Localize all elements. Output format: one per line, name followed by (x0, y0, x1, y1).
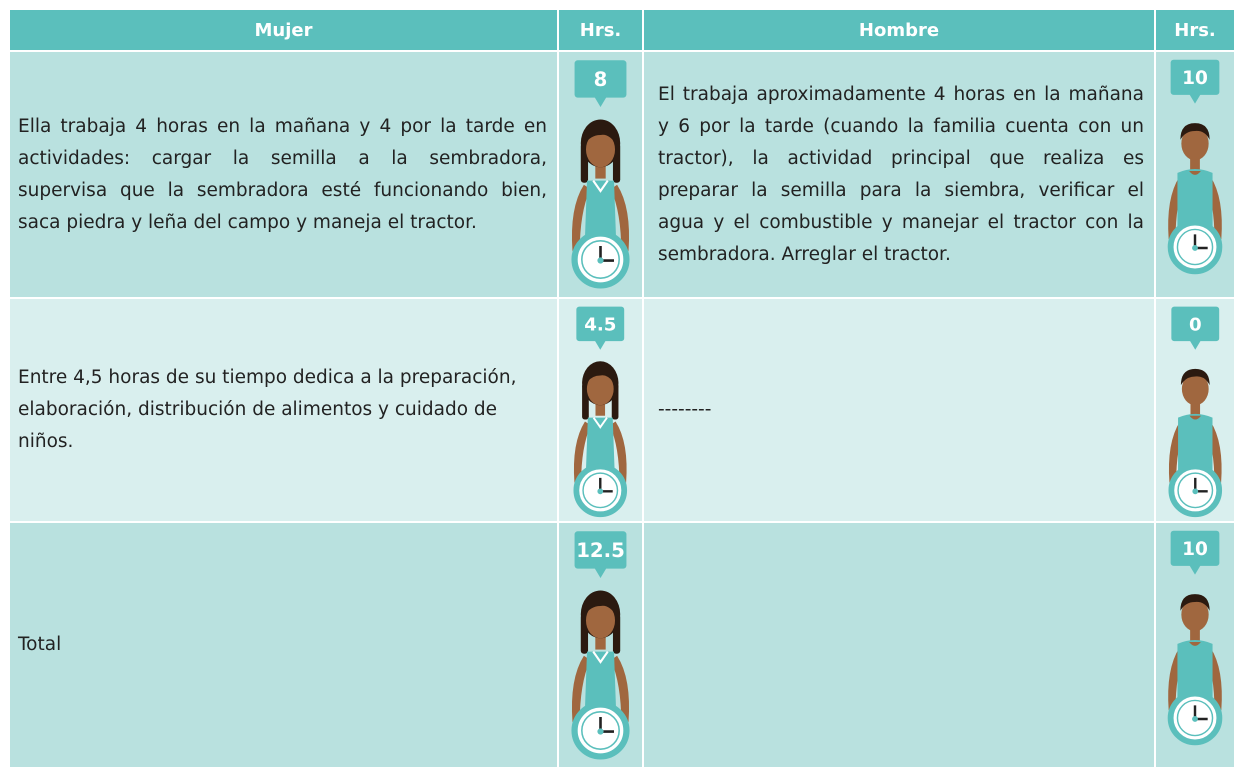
figure-part (584, 651, 617, 710)
figure-part (585, 131, 616, 168)
badge-pointer (1189, 564, 1201, 575)
hours-value: 12.5 (576, 539, 625, 562)
figure-part (597, 488, 604, 495)
header-cell: Mujer (10, 10, 557, 50)
figure-part (585, 602, 616, 639)
icon-cell: 12.5 (559, 523, 642, 767)
cell (644, 523, 1154, 767)
figure-part (1180, 123, 1210, 140)
hours-value: 0 (1189, 315, 1202, 336)
figure-part (1189, 641, 1201, 646)
figure-part (586, 417, 615, 472)
figure-part (574, 421, 591, 483)
figure-part (1192, 488, 1198, 495)
badge-pointer (594, 96, 607, 107)
figure-part (1190, 157, 1200, 171)
figure-part (584, 180, 617, 239)
figure-part (1189, 170, 1201, 175)
hours-badge (1170, 530, 1220, 566)
figure-part (571, 184, 591, 252)
icon-cell: 0 (1156, 299, 1234, 521)
woman-icon: 4.5 (573, 306, 628, 518)
hours-badge (1170, 59, 1220, 95)
cell: -------- (644, 299, 1154, 521)
icon-cell: 10 (1156, 52, 1234, 297)
cell-text: -------- (658, 399, 712, 420)
figure-part (597, 728, 604, 735)
figure-part (581, 240, 620, 279)
figure-part (1176, 699, 1214, 737)
icon-cell: 10 (1156, 523, 1234, 767)
badge-pointer (1189, 340, 1201, 350)
header-cell: Hrs. (559, 10, 642, 50)
figure-part (1181, 127, 1209, 161)
figure-part (1192, 716, 1198, 722)
figure-part (581, 711, 620, 750)
cell: Ella trabaja 4 horas en la mañana y 4 po… (10, 52, 557, 297)
figure-part (583, 595, 618, 617)
cell: Total (10, 523, 557, 767)
figure-part (595, 635, 606, 650)
figure-part (595, 402, 606, 416)
cell-text: Entre 4,5 horas de su tiempo dedica a la… (18, 367, 517, 452)
figure-part (1176, 228, 1214, 266)
figure-part (597, 257, 604, 264)
cell-text: Total (18, 634, 62, 655)
figure-part (1180, 594, 1210, 611)
figure-part (592, 180, 609, 193)
badge-pointer (1189, 93, 1201, 104)
cell: El trabaja aproximadamente 4 horas en la… (644, 52, 1154, 297)
cell: Entre 4,5 horas de su tiempo dedica a la… (10, 299, 557, 521)
figure-part (1190, 628, 1200, 642)
figure-part (1180, 368, 1210, 386)
figure-part (1177, 472, 1213, 509)
figure-part (595, 164, 606, 179)
table: Mujer Hrs. Hombre Hrs. Ella trabaja 4 ho… (10, 10, 1234, 767)
cell-text: Ella trabaja 4 horas en la mañana y 4 po… (18, 115, 547, 233)
figure-part (587, 372, 614, 406)
man-icon: 10 (1167, 59, 1223, 275)
man-icon: 10 (1167, 530, 1223, 746)
figure-part (610, 655, 630, 723)
figure-part (1189, 415, 1201, 420)
icon-cell: 8 (559, 52, 642, 297)
figure-part (1177, 413, 1213, 472)
cell-text: El trabaja aproximadamente 4 horas en la… (658, 83, 1144, 265)
woman-icon: 8 (571, 60, 630, 289)
figure-part (1181, 372, 1209, 406)
figure-part (592, 651, 609, 664)
icon-cell: 4.5 (559, 299, 642, 521)
header-cell: Hombre (644, 10, 1154, 50)
hours-value: 8 (594, 68, 608, 91)
hours-badge (576, 306, 625, 342)
hours-badge (1171, 306, 1219, 342)
figure-part (1192, 245, 1198, 251)
figure-part (1177, 640, 1213, 699)
badge-pointer (594, 340, 607, 350)
hours-badge (574, 60, 627, 98)
hours-value: 10 (1182, 539, 1208, 560)
figure-part (610, 184, 630, 252)
figure-part (582, 472, 619, 509)
figure-part (583, 124, 618, 146)
hours-value: 4.5 (584, 315, 616, 336)
hours-value: 10 (1182, 68, 1208, 89)
header-cell: Hrs. (1156, 10, 1234, 50)
figure-part (585, 365, 616, 386)
hours-badge (574, 531, 627, 569)
woman-icon: 12.5 (571, 531, 630, 760)
figure-part (1177, 169, 1213, 228)
figure-part (593, 417, 608, 429)
man-icon: 0 (1168, 306, 1222, 518)
figure-part (610, 421, 627, 483)
figure-part (571, 655, 591, 723)
badge-pointer (594, 567, 607, 578)
figure-part (1181, 598, 1209, 632)
figure-part (1190, 402, 1200, 416)
